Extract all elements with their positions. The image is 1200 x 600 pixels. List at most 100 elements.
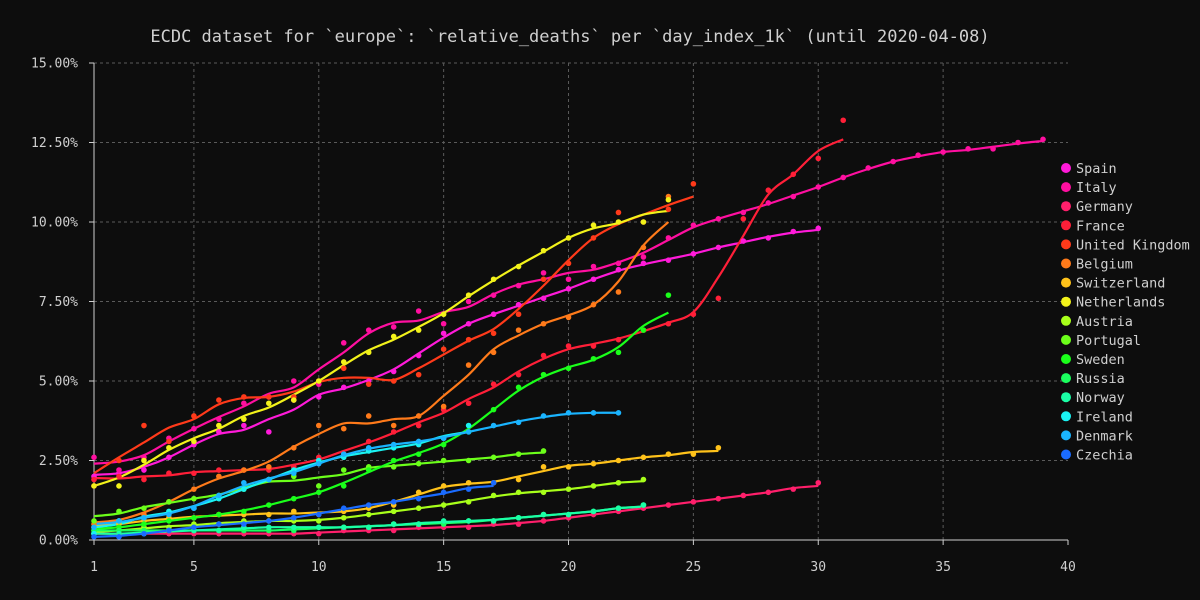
legend-label-belgium: Belgium xyxy=(1076,257,1133,273)
legend: Spain Italy Germany France United Kingdom Bel… xyxy=(1061,161,1190,464)
data-point-italy xyxy=(715,216,722,222)
data-point-czechia xyxy=(191,524,197,531)
data-point-netherlands xyxy=(216,422,222,429)
data-point-norway xyxy=(515,514,522,521)
legend-label-russia: Russia xyxy=(1076,371,1125,387)
data-point-austria xyxy=(415,505,422,512)
data-point-sweden xyxy=(241,508,247,515)
legend-label-czechia: Czechia xyxy=(1076,448,1133,464)
data-point-switzerland xyxy=(290,508,297,515)
data-point-belgium xyxy=(490,349,497,356)
data-point-spain xyxy=(590,276,597,283)
data-point-sweden xyxy=(390,457,397,464)
x-tick-label: 40 xyxy=(1060,560,1076,575)
data-point-sweden xyxy=(665,292,672,298)
data-point-france xyxy=(141,476,147,483)
data-point-sweden xyxy=(490,406,497,413)
data-point-spain xyxy=(690,251,697,257)
data-point-portugal xyxy=(91,518,97,524)
data-point-switzerland xyxy=(565,464,572,470)
data-point-switzerland xyxy=(515,476,522,483)
data-point-spain xyxy=(715,244,722,251)
data-point-belgium xyxy=(465,362,472,368)
data-point-netherlands xyxy=(116,483,122,489)
legend-marker-norway xyxy=(1061,392,1071,403)
data-point-france xyxy=(815,155,822,162)
y-tick-label: 7.50% xyxy=(39,295,78,310)
data-points xyxy=(91,117,1046,540)
data-point-united-kingdom xyxy=(615,209,622,216)
data-point-belgium xyxy=(365,413,372,419)
data-point-portugal xyxy=(440,457,447,464)
data-point-sweden xyxy=(640,327,647,333)
data-point-czechia xyxy=(490,479,497,486)
data-point-spain xyxy=(340,384,347,391)
data-point-norway xyxy=(365,524,372,531)
data-point-united-kingdom xyxy=(465,336,472,343)
data-point-czechia xyxy=(340,505,347,512)
data-point-netherlands xyxy=(640,219,647,225)
x-tick-label: 20 xyxy=(561,560,577,575)
data-point-norway xyxy=(465,518,472,524)
data-point-spain xyxy=(765,235,772,241)
data-point-netherlands xyxy=(490,276,497,283)
legend-label-denmark: Denmark xyxy=(1076,428,1133,444)
data-point-spain xyxy=(815,225,822,232)
data-point-spain xyxy=(440,330,447,337)
data-point-belgium xyxy=(615,289,622,295)
data-point-spain xyxy=(640,260,647,267)
data-point-austria xyxy=(340,514,347,521)
data-point-sweden xyxy=(340,483,347,489)
legend-marker-spain xyxy=(1061,163,1071,173)
data-point-netherlands xyxy=(565,235,572,241)
data-point-united-kingdom xyxy=(166,438,172,445)
data-point-united-kingdom xyxy=(440,346,447,353)
data-point-norway xyxy=(490,518,497,524)
data-point-denmark xyxy=(440,435,447,442)
data-point-switzerland xyxy=(465,479,472,486)
data-point-spain xyxy=(141,467,147,473)
data-point-belgium xyxy=(640,244,647,251)
data-point-italy xyxy=(365,327,372,333)
data-point-italy xyxy=(91,454,97,461)
data-point-spain xyxy=(565,285,572,292)
data-point-switzerland xyxy=(615,457,622,464)
data-point-czechia xyxy=(415,495,422,502)
data-point-germany xyxy=(790,486,797,492)
data-point-spain xyxy=(665,257,672,263)
data-point-netherlands xyxy=(91,483,97,489)
data-point-united-kingdom xyxy=(515,311,522,318)
data-point-netherlands xyxy=(515,263,522,270)
data-point-sweden xyxy=(590,355,597,362)
data-point-italy xyxy=(241,400,247,407)
data-point-united-kingdom xyxy=(216,397,222,403)
data-point-germany xyxy=(315,530,322,537)
data-point-france xyxy=(840,117,847,124)
series-line-netherlands xyxy=(93,209,669,487)
series-line-switzerland xyxy=(93,449,719,527)
data-point-netherlands xyxy=(315,378,322,384)
data-point-germany xyxy=(715,495,722,502)
data-point-portugal xyxy=(415,460,422,467)
data-point-switzerland xyxy=(440,483,447,489)
data-point-denmark xyxy=(615,410,622,416)
legend-label-france: France xyxy=(1076,218,1125,234)
data-point-italy xyxy=(340,340,347,346)
data-point-czechia xyxy=(116,534,122,540)
y-tick-label: 0.00% xyxy=(39,534,78,549)
data-point-norway xyxy=(590,508,597,515)
data-point-germany xyxy=(740,492,747,499)
data-point-united-kingdom xyxy=(365,381,372,387)
data-point-sweden xyxy=(266,502,272,508)
data-point-sweden xyxy=(415,451,422,457)
data-point-netherlands xyxy=(166,444,172,451)
data-point-netherlands xyxy=(540,247,547,254)
data-point-italy xyxy=(1015,139,1021,146)
data-point-italy xyxy=(1040,136,1046,143)
data-point-spain xyxy=(241,422,247,429)
legend-marker-italy xyxy=(1061,182,1071,193)
data-point-norway xyxy=(615,505,622,512)
y-tick-label: 15.00% xyxy=(31,57,78,72)
legend-label-austria: Austria xyxy=(1076,314,1133,330)
data-point-italy xyxy=(615,260,622,267)
